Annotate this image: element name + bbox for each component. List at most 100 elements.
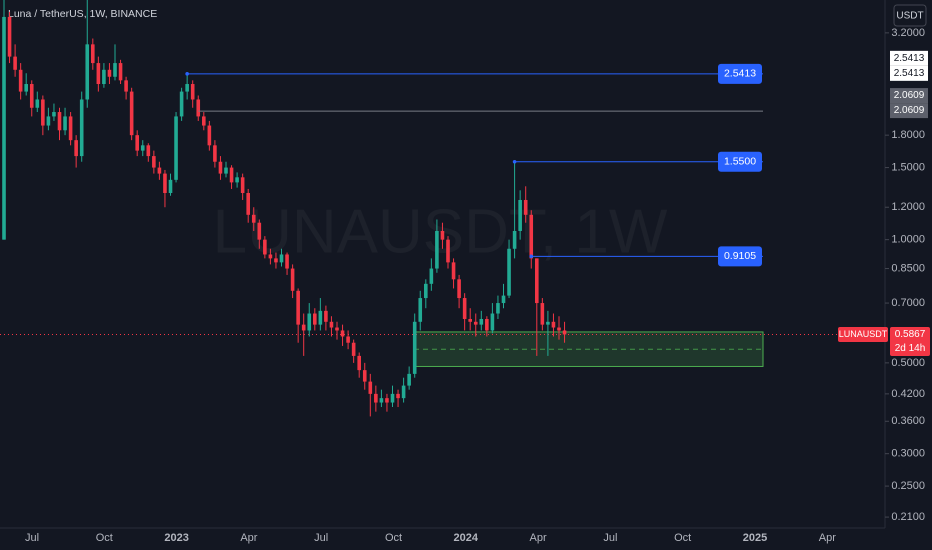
- candle-body: [290, 268, 295, 291]
- candle-body: [357, 355, 361, 371]
- y-tick-label: 0.3000: [891, 448, 925, 460]
- x-tick-label: Jul: [603, 532, 617, 544]
- symbol-label: LUNAUSDT: [839, 329, 888, 339]
- candle-body: [240, 177, 245, 194]
- level-anchor: [185, 72, 189, 76]
- candle-body: [102, 69, 106, 85]
- candle-body: [374, 393, 378, 403]
- axis-price-label: 2.5413: [894, 68, 925, 79]
- candle-body: [129, 91, 134, 136]
- candle-body: [185, 84, 189, 92]
- y-tick-label: 0.2500: [891, 480, 925, 492]
- candle-body: [485, 318, 489, 331]
- candle-body: [146, 145, 151, 157]
- candle-body: [490, 313, 495, 331]
- candle-body: [179, 91, 184, 117]
- candle-body: [213, 145, 217, 162]
- x-tick-label: 2024: [454, 532, 479, 544]
- candle-body: [362, 370, 367, 382]
- candle-body: [224, 167, 228, 174]
- candle-body: [235, 177, 239, 183]
- level-tag: [718, 151, 762, 172]
- axis-price-label: 2.0609: [894, 90, 925, 101]
- candle-body: [351, 342, 356, 356]
- candle-body: [229, 167, 234, 183]
- candle-body: [468, 318, 472, 322]
- current-price-label: 0.5867: [895, 329, 926, 340]
- candle-body: [457, 279, 461, 299]
- candle-body: [63, 116, 67, 131]
- candle-body: [274, 258, 278, 263]
- candle-body: [462, 298, 467, 319]
- y-tick-label: 0.7000: [891, 297, 925, 309]
- candle-body: [268, 254, 273, 259]
- candle-body: [118, 63, 123, 81]
- candle-body: [540, 303, 545, 325]
- y-tick-label: 0.4200: [891, 388, 925, 400]
- candle-body: [440, 230, 445, 240]
- candle-body: [157, 167, 162, 174]
- candle-body: [163, 173, 167, 194]
- axis-price-label: 2.0609: [894, 105, 925, 116]
- candle-body: [174, 116, 178, 180]
- candle-body: [2, 16, 6, 240]
- candle-body: [340, 330, 345, 337]
- candle-body: [479, 318, 484, 325]
- level-anchor: [512, 159, 517, 164]
- candle-body: [285, 254, 289, 269]
- candle-body: [329, 321, 334, 328]
- candle-body: [107, 69, 112, 77]
- candle-body: [24, 84, 28, 92]
- candle-body: [324, 310, 328, 322]
- candle-body: [79, 99, 84, 157]
- candle-body: [96, 63, 101, 85]
- candle-body: [190, 84, 195, 100]
- candle-body: [52, 112, 56, 117]
- candle-body: [346, 336, 350, 343]
- candle-body: [218, 161, 223, 174]
- candle-body: [529, 214, 534, 259]
- candle-body: [318, 310, 323, 325]
- level-anchor: [529, 254, 534, 259]
- candle-body: [385, 398, 389, 403]
- y-tick-label: 0.5000: [891, 357, 925, 369]
- x-tick-label: Jul: [25, 532, 39, 544]
- candle-body: [140, 145, 145, 151]
- candle-body: [91, 44, 95, 64]
- candle-body: [85, 44, 90, 100]
- candle-body: [68, 116, 73, 141]
- candle-body: [152, 156, 156, 168]
- level-tag: [718, 63, 762, 84]
- candle-body: [446, 239, 450, 263]
- candle-body: [113, 63, 117, 77]
- candle-body: [257, 222, 262, 240]
- candle-body: [473, 321, 478, 325]
- currency-label: USDT: [896, 11, 923, 22]
- current-price-tag: [890, 326, 930, 356]
- candle-body: [379, 398, 384, 403]
- x-tick-label: Oct: [96, 532, 113, 544]
- candle-body: [29, 84, 34, 108]
- x-tick-label: Apr: [240, 532, 257, 544]
- candle-body: [246, 193, 250, 215]
- candle-body: [390, 393, 395, 403]
- y-tick-label: 1.0000: [891, 234, 925, 246]
- level-tag-label: 0.9105: [724, 250, 756, 262]
- candle-body: [496, 303, 500, 314]
- candle-body: [296, 290, 300, 325]
- axis-price-tag: [890, 88, 928, 104]
- chart-title: Luna / TetherUS, 1W, BINANCE: [8, 8, 157, 20]
- candle-body: [507, 248, 511, 296]
- candle-body: [451, 262, 456, 280]
- x-tick-label: Oct: [385, 532, 402, 544]
- y-tick-label: 1.2000: [891, 201, 925, 213]
- currency-box[interactable]: [893, 4, 927, 27]
- candle-body: [7, 16, 12, 57]
- candle-body: [313, 313, 317, 325]
- level-tag-label: 1.5500: [724, 156, 756, 168]
- x-tick-label: Oct: [674, 532, 691, 544]
- symbol-tag: [838, 326, 888, 342]
- candle-body: [196, 99, 201, 117]
